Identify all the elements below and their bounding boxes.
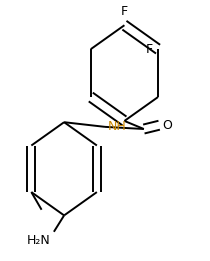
Text: H₂N: H₂N: [27, 234, 51, 247]
Text: F: F: [121, 5, 128, 18]
Text: O: O: [162, 119, 172, 132]
Text: F: F: [146, 43, 153, 56]
Text: NH: NH: [108, 120, 126, 133]
